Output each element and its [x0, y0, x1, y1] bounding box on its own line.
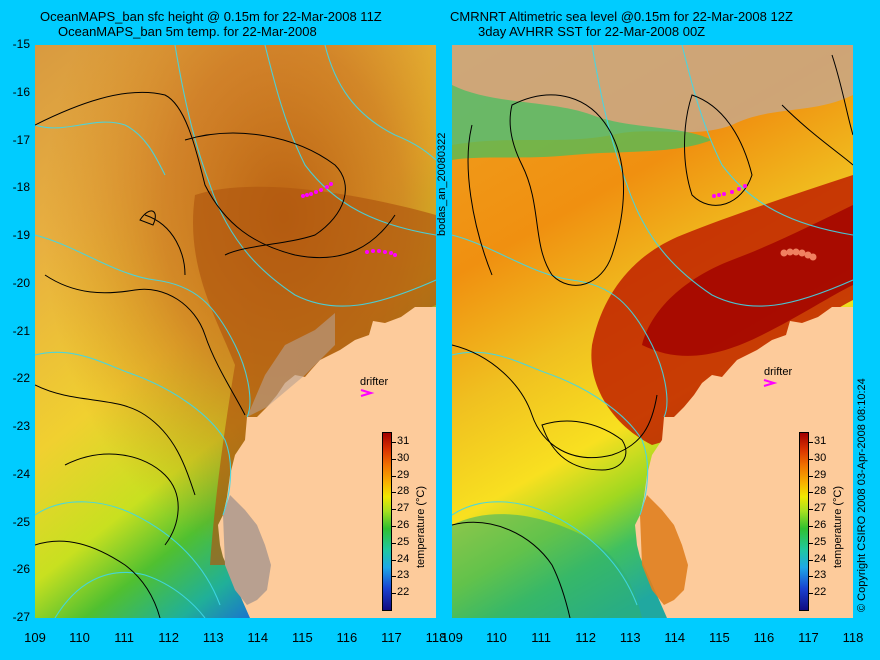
colorbar-tick-mark — [809, 593, 813, 595]
copyright-label: © Copyright CSIRO 2008 03-Apr-2008 08:10… — [856, 378, 868, 612]
colorbar-tick-mark — [809, 559, 813, 561]
colorbar-tick-label: 26 — [397, 519, 410, 531]
y-tick-label: -21 — [12, 323, 30, 338]
y-tick-label: -26 — [12, 562, 30, 577]
colorbar-tick-mark — [392, 475, 396, 477]
x-tick-label: 111 — [114, 630, 134, 645]
colorbar-tick-label: 27 — [397, 502, 410, 515]
left-colorbar-title: temperature (°C) — [415, 485, 427, 568]
y-tick-label: -18 — [12, 180, 30, 195]
right-title-line2: 3day AVHRR SST for 22-Mar-2008 00Z — [478, 24, 706, 39]
x-tick-label: 109 — [24, 630, 46, 645]
colorbar-tick-label: 22 — [397, 586, 410, 599]
colorbar-tick-mark — [392, 442, 396, 443]
colorbar-tick-label: 22 — [814, 586, 827, 599]
colorbar-tick-mark — [809, 526, 813, 527]
x-tick-label: 110 — [69, 630, 90, 645]
colorbar-tick-mark — [392, 576, 396, 578]
x-tick-label: 112 — [158, 630, 180, 645]
colorbar-tick-mark — [392, 492, 396, 494]
x-tick-label: 115 — [291, 630, 313, 645]
colorbar-tick-mark — [809, 442, 813, 443]
x-tick-label: 115 — [708, 630, 730, 645]
colorbar-tick-label: 29 — [397, 468, 410, 481]
left-map-panel: drifter — [35, 45, 436, 618]
x-tick-label: 118 — [842, 630, 864, 645]
colorbar-tick-mark — [809, 475, 813, 477]
y-tick-label: -19 — [12, 228, 30, 242]
right-title-line1: CMRNRT Altimetric sea level @0.15m for 2… — [450, 9, 793, 24]
x-tick-label: 113 — [202, 630, 224, 645]
y-tick-label: -17 — [12, 132, 30, 147]
colorbar-tick-mark — [392, 509, 396, 511]
colorbar-tick-mark — [809, 458, 813, 460]
colorbar-tick-label: 24 — [814, 552, 827, 565]
right-map-panel: drifter — [452, 45, 853, 618]
side-id-label: bodas_an_20080322 — [436, 132, 448, 236]
x-tick-label: 113 — [619, 630, 641, 645]
colorbar-tick-mark — [809, 576, 813, 578]
colorbar-tick-label: 23 — [814, 569, 827, 582]
colorbar-tick-mark — [392, 526, 396, 527]
right-colorbar-title: temperature (°C) — [832, 485, 844, 568]
y-tick-label: -22 — [12, 371, 30, 386]
left-colorbar — [382, 432, 392, 611]
x-tick-label: 117 — [798, 630, 819, 645]
x-tick-label: 112 — [575, 630, 597, 645]
x-tick-label: 114 — [664, 630, 686, 645]
colorbar-tick-label: 30 — [814, 451, 827, 464]
right-drifter-label: drifter — [764, 366, 792, 378]
left-title-line2: OceanMAPS_ban 5m temp. for 22-Mar-2008 — [58, 24, 317, 39]
y-tick-label: -15 — [12, 37, 30, 51]
colorbar-tick-mark — [392, 458, 396, 460]
left-title-line1: OceanMAPS_ban sfc height @ 0.15m for 22-… — [40, 9, 382, 24]
y-tick-label: -16 — [12, 84, 30, 99]
y-tick-label: -27 — [12, 610, 30, 624]
y-tick-label: -23 — [12, 419, 30, 433]
colorbar-tick-label: 23 — [397, 569, 410, 582]
colorbar-tick-label: 30 — [397, 451, 410, 464]
y-tick-label: -25 — [12, 514, 30, 529]
colorbar-tick-label: 28 — [397, 485, 410, 498]
right-colorbar — [799, 432, 809, 611]
colorbar-tick-label: 29 — [814, 468, 827, 481]
colorbar-tick-label: 28 — [814, 485, 827, 498]
colorbar-tick-label: 25 — [814, 535, 827, 548]
y-tick-label: -24 — [12, 466, 30, 481]
colorbar-tick-label: 27 — [814, 502, 827, 515]
x-tick-label: 116 — [753, 630, 775, 645]
colorbar-tick-mark — [809, 509, 813, 511]
left-land — [218, 307, 436, 618]
colorbar-tick-label: 26 — [814, 519, 827, 531]
colorbar-tick-label: 25 — [397, 535, 410, 548]
colorbar-tick-mark — [809, 542, 813, 544]
x-tick-label: 117 — [381, 630, 402, 645]
colorbar-tick-label: 31 — [397, 435, 410, 447]
colorbar-tick-label: 24 — [397, 552, 410, 565]
x-tick-label: 118 — [425, 630, 447, 645]
colorbar-tick-mark — [392, 542, 396, 544]
colorbar-tick-mark — [809, 492, 813, 494]
y-tick-label: -20 — [12, 275, 30, 290]
x-tick-label: 111 — [531, 630, 551, 645]
left-drifter-label: drifter — [360, 376, 388, 388]
colorbar-tick-mark — [392, 559, 396, 561]
x-tick-label: 110 — [486, 630, 507, 645]
colorbar-tick-mark — [392, 593, 396, 595]
x-tick-label: 116 — [336, 630, 358, 645]
colorbar-tick-label: 31 — [814, 435, 827, 447]
right-land — [635, 307, 853, 618]
x-tick-label: 114 — [247, 630, 269, 645]
x-tick-label: 109 — [441, 630, 463, 645]
